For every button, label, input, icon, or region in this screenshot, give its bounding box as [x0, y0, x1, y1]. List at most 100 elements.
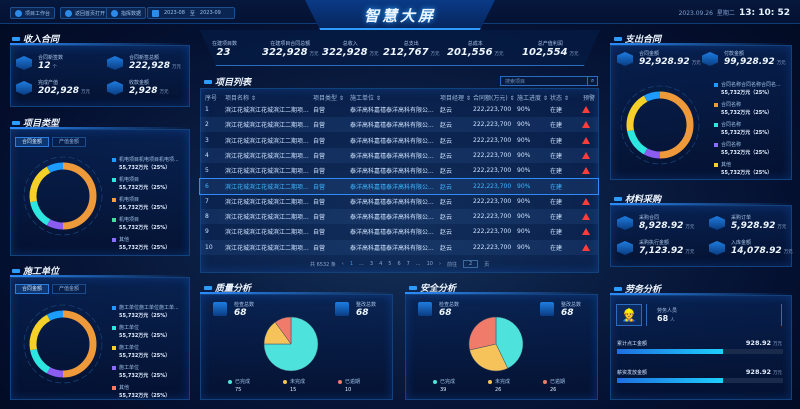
next-page-button[interactable]: ›	[438, 261, 441, 267]
table-row[interactable]: 3 滨江花城滨江花城滨江二期项... 自营 泰洋高科嘉禧泰洋高科有限公... 赵云 222…	[200, 133, 598, 148]
cell-type: 自营	[313, 137, 326, 145]
legend-swatch	[112, 305, 116, 310]
cell-manager: 赵云	[440, 198, 453, 206]
stat-icon	[617, 216, 633, 230]
legend-value: 55,732万元（25%）	[119, 205, 171, 211]
stat-item: 采购订单 5,928.92 万元	[731, 214, 786, 231]
table-row[interactable]: 9 滨江花城滨江花城滨江二期项... 自营 泰洋高科嘉禧泰洋高科有限公... 赵云 222…	[200, 224, 598, 239]
pie-slice	[468, 316, 497, 351]
project-list-panel	[200, 88, 599, 273]
cell-type: 自营	[313, 183, 326, 191]
cell-no: 3	[205, 136, 209, 144]
donut-segment	[46, 219, 64, 230]
check-total: 检查总数 68	[439, 301, 459, 318]
warning-icon	[582, 121, 590, 129]
table-row[interactable]: 4 滨江花城滨江花城滨江二期项... 自营 泰洋高科嘉禧泰洋高科有限公... 赵云 222…	[200, 147, 598, 163]
search-input[interactable]: 搜索项目 ⌕	[500, 76, 598, 86]
warning-icon	[582, 228, 590, 236]
title-underline	[200, 292, 393, 294]
date-range-picker[interactable]: 2023-08 至 2023-09	[147, 7, 235, 19]
legend-name: 机电项目机电项目机电项...	[119, 157, 179, 163]
goto-page-input[interactable]: 2	[462, 260, 479, 268]
prev-page-button[interactable]: ‹	[341, 261, 344, 267]
tab-contract-amount[interactable]: 合同金额	[15, 137, 50, 147]
nav-data-button[interactable]: 指挥数据	[106, 7, 147, 19]
cell-name: 滨江花城滨江花城滨江二期项...	[225, 107, 309, 114]
builder-panel	[10, 277, 190, 400]
cell-name: 滨江花城滨江花城滨江二期项...	[225, 137, 309, 145]
legend-swatch	[112, 157, 116, 162]
legend-swatch	[714, 122, 718, 127]
table-row[interactable]: 10 滨江花城滨江花城滨江二期项... 自营 泰洋高科嘉禧泰洋高科有限公... 赵云 22…	[200, 239, 598, 255]
title-underline	[10, 127, 190, 129]
legend-value: 55,732万元（25%）	[119, 393, 171, 399]
stat-value: 7,123.92	[639, 246, 684, 256]
page-button[interactable]: 6	[397, 261, 401, 267]
page-button[interactable]: 7	[406, 261, 410, 267]
legend-item: 施工单位 55,732万元（25%）	[112, 364, 179, 379]
rectify-total: 整改总数 68	[561, 301, 581, 318]
column-header[interactable]: 合同额(万元) ⇕	[473, 95, 515, 102]
pie-legend-item: 已完成 75	[228, 378, 250, 393]
cell-amount: 222,223,700	[473, 228, 512, 236]
table-row[interactable]: 6 滨江花城滨江花城滨江二期项... 自营 泰洋高科嘉禧泰洋高科有限公... 赵云 222…	[199, 177, 599, 195]
summary-unit: 万元	[430, 52, 440, 57]
legend-item: 机电项目机电项目机电项... 55,732万元（25%）	[112, 156, 179, 171]
column-header[interactable]: 施工进度 ⇕	[517, 95, 548, 102]
cell-no: 2	[205, 121, 209, 129]
warning-icon	[582, 243, 590, 251]
cell-amount: 222,223,700	[473, 243, 512, 251]
nav-home-button[interactable]: 返回首页打开	[60, 7, 111, 19]
legend-name: 施工单位施工单位施工单...	[119, 305, 179, 311]
summary-value: 23	[216, 47, 231, 58]
page-button[interactable]: 5	[388, 261, 392, 267]
stat-unit: 万元	[783, 250, 793, 255]
stat-value: 2,928	[129, 86, 158, 96]
column-header[interactable]: 项目类型 ⇕	[313, 95, 344, 102]
tab-output-amount[interactable]: 产值金额	[52, 137, 87, 147]
tab-contract-amount[interactable]: 合同金额	[15, 284, 50, 294]
page-button[interactable]: 3	[369, 261, 374, 267]
nav-workbench-button[interactable]: 项目工作台	[10, 7, 56, 19]
nav-label: 指挥数据	[121, 10, 142, 17]
page-button[interactable]: ...	[359, 261, 364, 267]
worker-icon: 👷	[616, 304, 642, 326]
donut-segment	[30, 200, 51, 226]
table-row[interactable]: 2 滨江花城滨江花城滨江二期项... 自营 泰洋高科嘉禧泰洋高科有限公... 赵云 222…	[200, 117, 598, 133]
stat-item: 完成产值 202,928 万元	[38, 79, 90, 96]
stat-value: 92,928.92	[639, 57, 690, 67]
page-button[interactable]: ...	[415, 261, 421, 267]
column-header[interactable]: 状态 ⇕	[550, 95, 569, 102]
stat-value: 222,928	[129, 61, 170, 71]
tab-output-amount[interactable]: 产值金额	[52, 284, 87, 294]
legend-dot	[228, 379, 232, 384]
summary-label: 总支出	[403, 41, 419, 47]
expense-panel	[610, 45, 792, 180]
donut-outer-ring	[620, 85, 700, 165]
column-header[interactable]: 项目经理 ⇕	[440, 95, 471, 102]
summary-value: 201,556	[447, 47, 493, 58]
legend-dot	[338, 379, 342, 384]
donut-segment	[30, 348, 51, 374]
column-header: 序号	[205, 95, 218, 102]
table-row[interactable]: 5 滨江花城滨江花城滨江二期项... 自营 泰洋高科嘉禧泰洋高科有限公... 赵云 222…	[200, 163, 598, 178]
column-header[interactable]: 施工单位 ⇕	[350, 95, 381, 102]
stat-unit: 万元	[172, 65, 181, 70]
stat-value: 5,928.92	[731, 221, 776, 231]
cell-amount: 222,223,700	[473, 182, 512, 190]
stat-item: 入库金额 14,078.92 万元	[731, 239, 793, 256]
labor-title: 劳务分析	[614, 282, 661, 295]
check-value: 68	[234, 308, 247, 318]
legend-name: 机电项目	[119, 217, 140, 223]
stat-icon	[709, 216, 725, 230]
cell-manager: 赵云	[440, 229, 453, 237]
table-row[interactable]: 8 滨江花城滨江花城滨江二期项... 自营 泰洋高科嘉禧泰洋高科有限公... 赵云 222…	[200, 209, 598, 225]
page-button[interactable]: 10	[426, 261, 433, 267]
page-button[interactable]: 1	[349, 261, 354, 267]
table-row[interactable]: 7 滨江花城滨江花城滨江二期项... 自营 泰洋高科嘉禧泰洋高科有限公... 赵云 222…	[200, 194, 598, 209]
page-button[interactable]: 4	[379, 261, 383, 267]
cell-unit: 泰洋高科嘉禧泰洋高科有限公...	[350, 107, 434, 114]
search-icon[interactable]: ⌕	[587, 77, 597, 85]
column-header[interactable]: 项目名称 ⇕	[225, 95, 256, 102]
table-row[interactable]: 1 滨江花城滨江花城滨江二期项... 自营 泰洋高科嘉禧泰洋高科有限公... 赵云 222…	[200, 102, 598, 117]
